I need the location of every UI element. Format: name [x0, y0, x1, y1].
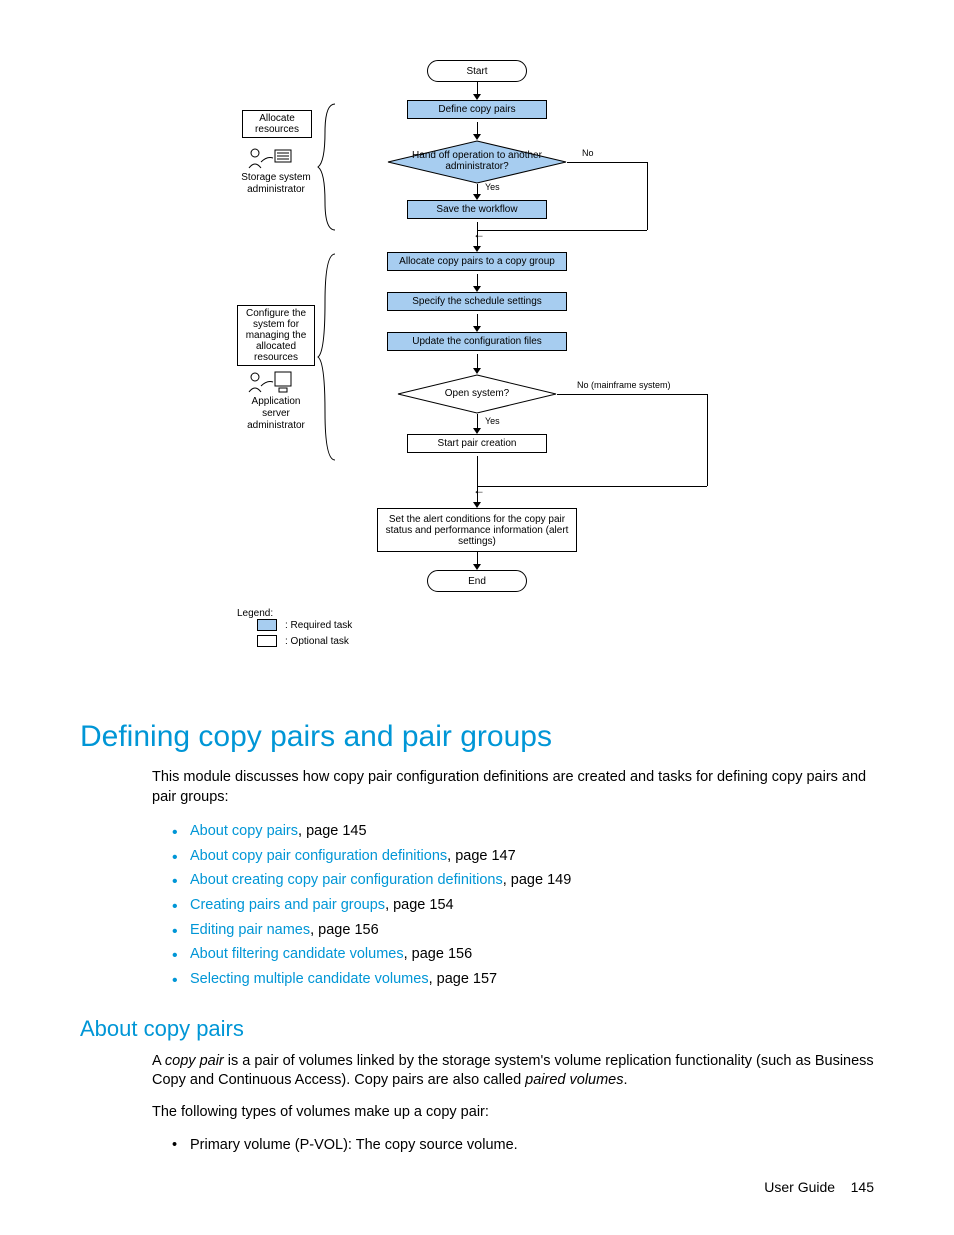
admin-icon-bottom	[245, 370, 295, 399]
node-allocate-copygroup: Allocate copy pairs to a copy group	[387, 252, 567, 271]
page-ref: , page 157	[429, 971, 498, 987]
legend-title: Legend:	[237, 608, 352, 619]
legend: Legend: : Required task : Optional task	[237, 608, 352, 651]
flowchart: Start Define copy pairs Hand off operati…	[227, 50, 727, 690]
node-open-system-label: Open system?	[412, 388, 542, 399]
node-save-workflow: Save the workflow	[407, 200, 547, 219]
link-filtering-candidate-volumes[interactable]: About filtering candidate volumes	[190, 946, 404, 962]
node-end: End	[427, 570, 527, 592]
role-app-admin: Application server administrator	[237, 396, 315, 432]
node-start-pair-creation: Start pair creation	[407, 434, 547, 453]
node-update-config: Update the configuration files	[387, 332, 567, 351]
link-creating-config-definitions[interactable]: About creating copy pair configuration d…	[190, 872, 503, 888]
list-item: About creating copy pair configuration d…	[172, 868, 874, 893]
page-ref: , page 154	[385, 897, 454, 913]
node-handoff-label: Hand off operation to another administra…	[412, 150, 542, 172]
volume-types-list: Primary volume (P-VOL): The copy source …	[172, 1134, 874, 1157]
flowchart-figure: Start Define copy pairs Hand off operati…	[80, 50, 874, 690]
side-box-configure-system: Configure the system for managing the al…	[237, 305, 315, 366]
heading-about-copy-pairs: About copy pairs	[80, 1016, 874, 1042]
footer-label: User Guide	[764, 1179, 835, 1195]
list-item: Primary volume (P-VOL): The copy source …	[172, 1134, 874, 1157]
edge-label-yes-1: Yes	[485, 182, 500, 192]
edge-label-no-mainframe: No (mainframe system)	[577, 380, 671, 390]
legend-swatch-optional	[257, 635, 277, 647]
legend-label-required: : Required task	[285, 620, 352, 631]
page-ref: , page 156	[404, 946, 473, 962]
node-define-copy-pairs: Define copy pairs	[407, 100, 547, 119]
brace-bottom	[317, 252, 337, 467]
page-ref: , page 156	[310, 922, 379, 938]
side-box-allocate-resources: Allocate resources	[242, 110, 312, 138]
link-selecting-candidate-volumes[interactable]: Selecting multiple candidate volumes	[190, 971, 429, 987]
list-item: Selecting multiple candidate volumes, pa…	[172, 967, 874, 992]
link-editing-pair-names[interactable]: Editing pair names	[190, 922, 310, 938]
heading-defining-copy-pairs: Defining copy pairs and pair groups	[80, 720, 874, 754]
node-start: Start	[427, 60, 527, 82]
edge-label-yes-2: Yes	[485, 416, 500, 426]
legend-swatch-required	[257, 619, 277, 631]
list-item: About copy pair configuration definition…	[172, 844, 874, 869]
intro-paragraph: This module discusses how copy pair conf…	[152, 768, 874, 807]
volume-types-intro: The following types of volumes make up a…	[152, 1103, 874, 1123]
list-item: Creating pairs and pair groups, page 154	[172, 893, 874, 918]
node-schedule: Specify the schedule settings	[387, 292, 567, 311]
edge-label-no: No	[582, 148, 594, 158]
page-footer: User Guide 145	[764, 1179, 874, 1195]
footer-page-number: 145	[851, 1179, 874, 1195]
link-creating-pairs-groups[interactable]: Creating pairs and pair groups	[190, 897, 385, 913]
brace-top	[317, 102, 337, 237]
page-ref: , page 145	[298, 823, 367, 839]
about-copy-pairs-paragraph: A copy pair is a pair of volumes linked …	[152, 1052, 874, 1091]
legend-label-optional: : Optional task	[285, 636, 349, 647]
list-item: About filtering candidate volumes, page …	[172, 942, 874, 967]
link-about-copy-pairs[interactable]: About copy pairs	[190, 823, 298, 839]
list-item: About copy pairs, page 145	[172, 819, 874, 844]
admin-icon-top	[245, 146, 295, 175]
topic-links-list: About copy pairs, page 145 About copy pa…	[172, 819, 874, 991]
page-ref: , page 149	[503, 872, 572, 888]
list-item: Editing pair names, page 156	[172, 918, 874, 943]
link-about-config-definitions[interactable]: About copy pair configuration definition…	[190, 848, 447, 864]
role-storage-admin: Storage system administrator	[235, 172, 317, 196]
node-alert-settings: Set the alert conditions for the copy pa…	[377, 508, 577, 552]
page-ref: , page 147	[447, 848, 516, 864]
